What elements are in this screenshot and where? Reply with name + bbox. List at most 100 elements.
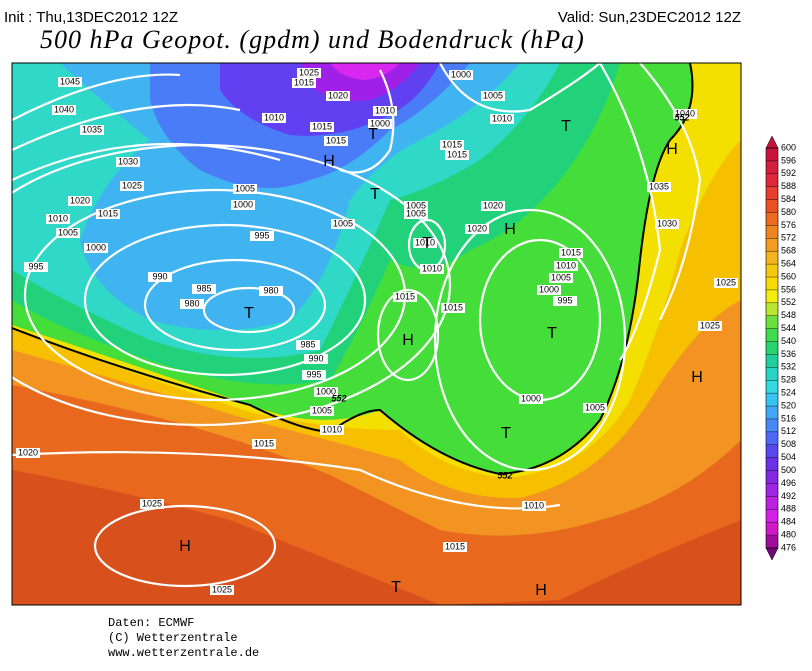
colorbar-label: 564 bbox=[781, 259, 796, 269]
isobar-label: 980 bbox=[184, 298, 199, 308]
field-488 bbox=[330, 63, 400, 80]
isobar-label-bg bbox=[250, 231, 274, 241]
isobar-label-bg bbox=[326, 91, 350, 101]
colorbar-label: 580 bbox=[781, 207, 796, 217]
isobar bbox=[376, 288, 440, 382]
isobar-label-bg bbox=[140, 499, 164, 509]
isobar-label: 980 bbox=[263, 285, 278, 295]
isobar-label: 1010 bbox=[556, 260, 576, 270]
isobar-label: 1025 bbox=[700, 320, 720, 330]
colorbar-cell bbox=[766, 341, 778, 355]
isobar-label: 1000 bbox=[233, 199, 253, 209]
colorbar-label: 568 bbox=[781, 246, 796, 256]
colorbar-cell bbox=[766, 509, 778, 523]
isobar-label: 1020 bbox=[328, 90, 348, 100]
isobar-label-bg bbox=[262, 113, 286, 123]
pressure-center: T bbox=[561, 118, 571, 135]
colorbar-cell bbox=[766, 380, 778, 394]
isobar-label-bg bbox=[465, 224, 489, 234]
isobar-label-bg bbox=[490, 114, 514, 124]
isobar-label-bg bbox=[404, 209, 428, 219]
footer-line: Daten: ECMWF bbox=[108, 616, 194, 630]
isobar-label-bg bbox=[647, 182, 671, 192]
pressure-center: H bbox=[666, 141, 678, 158]
colorbar-cell bbox=[766, 160, 778, 175]
colorbar-cell bbox=[766, 289, 778, 304]
pressure-center: T bbox=[370, 186, 380, 203]
isobar-label: 1010 bbox=[524, 500, 544, 510]
isobar-label: 1015 bbox=[395, 291, 415, 301]
isobar-label: 1000 bbox=[86, 242, 106, 252]
colorbar-cell bbox=[766, 535, 778, 549]
isobar-label-bg bbox=[368, 119, 392, 129]
isobar-label-bg bbox=[440, 140, 464, 150]
isobar-label-bg bbox=[231, 200, 255, 210]
isobar-label: 1005 bbox=[312, 405, 332, 415]
isobar-label: 1005 bbox=[406, 208, 426, 218]
colorbar-label: 532 bbox=[781, 362, 796, 372]
isobar-label: 1040 bbox=[675, 108, 695, 118]
isobar-label-bg bbox=[413, 238, 437, 248]
isobar-label-bg bbox=[655, 219, 679, 229]
isobar-label: 1015 bbox=[561, 247, 581, 257]
colorbar-cell bbox=[766, 328, 778, 342]
pressure-center: H bbox=[504, 221, 516, 238]
isobar bbox=[143, 258, 327, 352]
isobar-label: 1005 bbox=[585, 402, 605, 412]
isobar-label: 1000 bbox=[521, 393, 541, 403]
map-title: 500 hPa Geopot. (gpdm) und Bodendruck (h… bbox=[40, 25, 585, 54]
colorbar-cell bbox=[766, 212, 778, 226]
isobar-label: 1045 bbox=[60, 76, 80, 86]
isobar-label-bg bbox=[441, 303, 465, 313]
colorbar-label: 480 bbox=[781, 529, 796, 539]
colorbar-label: 560 bbox=[781, 271, 796, 281]
isobar-label-bg bbox=[96, 209, 120, 219]
isobar-label-bg bbox=[559, 248, 583, 258]
colorbar-cell bbox=[766, 238, 778, 252]
isobar-label-bg bbox=[714, 278, 738, 288]
isobar-label: 1005 bbox=[235, 183, 255, 193]
isobar-label: 990 bbox=[308, 353, 323, 363]
isobar-label-bg bbox=[58, 77, 82, 87]
colorbar-cell bbox=[766, 457, 778, 471]
height-label: 552 bbox=[331, 393, 346, 403]
isobar-label-bg bbox=[148, 272, 172, 282]
colorbar-cell bbox=[766, 367, 778, 381]
colorbar-label: 548 bbox=[781, 310, 796, 320]
isobar-label-bg bbox=[445, 150, 469, 160]
colorbar-cell bbox=[766, 148, 778, 162]
isobar bbox=[12, 103, 241, 151]
isobar-label: 995 bbox=[306, 369, 321, 379]
colorbar-label: 516 bbox=[781, 413, 796, 423]
colorbar-cell bbox=[766, 496, 778, 510]
colorbar-cap bbox=[765, 135, 779, 149]
isobar bbox=[12, 73, 181, 121]
colorbar-label: 588 bbox=[781, 181, 796, 191]
isobar-label-bg bbox=[52, 105, 76, 115]
isobar-label-bg bbox=[310, 122, 334, 132]
isobar-label-bg bbox=[24, 262, 48, 272]
isobar-label-bg bbox=[549, 273, 573, 283]
isobar-label: 1005 bbox=[551, 272, 571, 282]
colorbar-cell bbox=[766, 444, 778, 458]
colorbar-label: 500 bbox=[781, 465, 796, 475]
colorbar-label: 496 bbox=[781, 478, 796, 488]
isobar-label: 1035 bbox=[649, 181, 669, 191]
colorbar-label: 552 bbox=[781, 297, 796, 307]
isobar bbox=[339, 69, 395, 174]
isobar-label-bg bbox=[56, 228, 80, 238]
isobar-label-bg bbox=[522, 501, 546, 511]
colorbar-label: 528 bbox=[781, 375, 796, 385]
valid-time: Valid: Sun,23DEC2012 12Z bbox=[558, 9, 741, 26]
pressure-center: H bbox=[691, 369, 703, 386]
colorbar-label: 504 bbox=[781, 452, 796, 462]
map-labels: 1045 1040 1035 1030 1025 1020 1015 1010 1005 1000… bbox=[16, 67, 738, 599]
isobar-label: 1020 bbox=[70, 195, 90, 205]
isobar-label-bg bbox=[68, 196, 92, 206]
colorbar-label: 512 bbox=[781, 426, 796, 436]
isobar-label: 1005 bbox=[406, 200, 426, 210]
colorbar-cell bbox=[766, 354, 778, 368]
colorbar-cell bbox=[766, 470, 778, 484]
isobar-label: 1015 bbox=[326, 135, 346, 145]
colorbar-label: 524 bbox=[781, 388, 796, 398]
